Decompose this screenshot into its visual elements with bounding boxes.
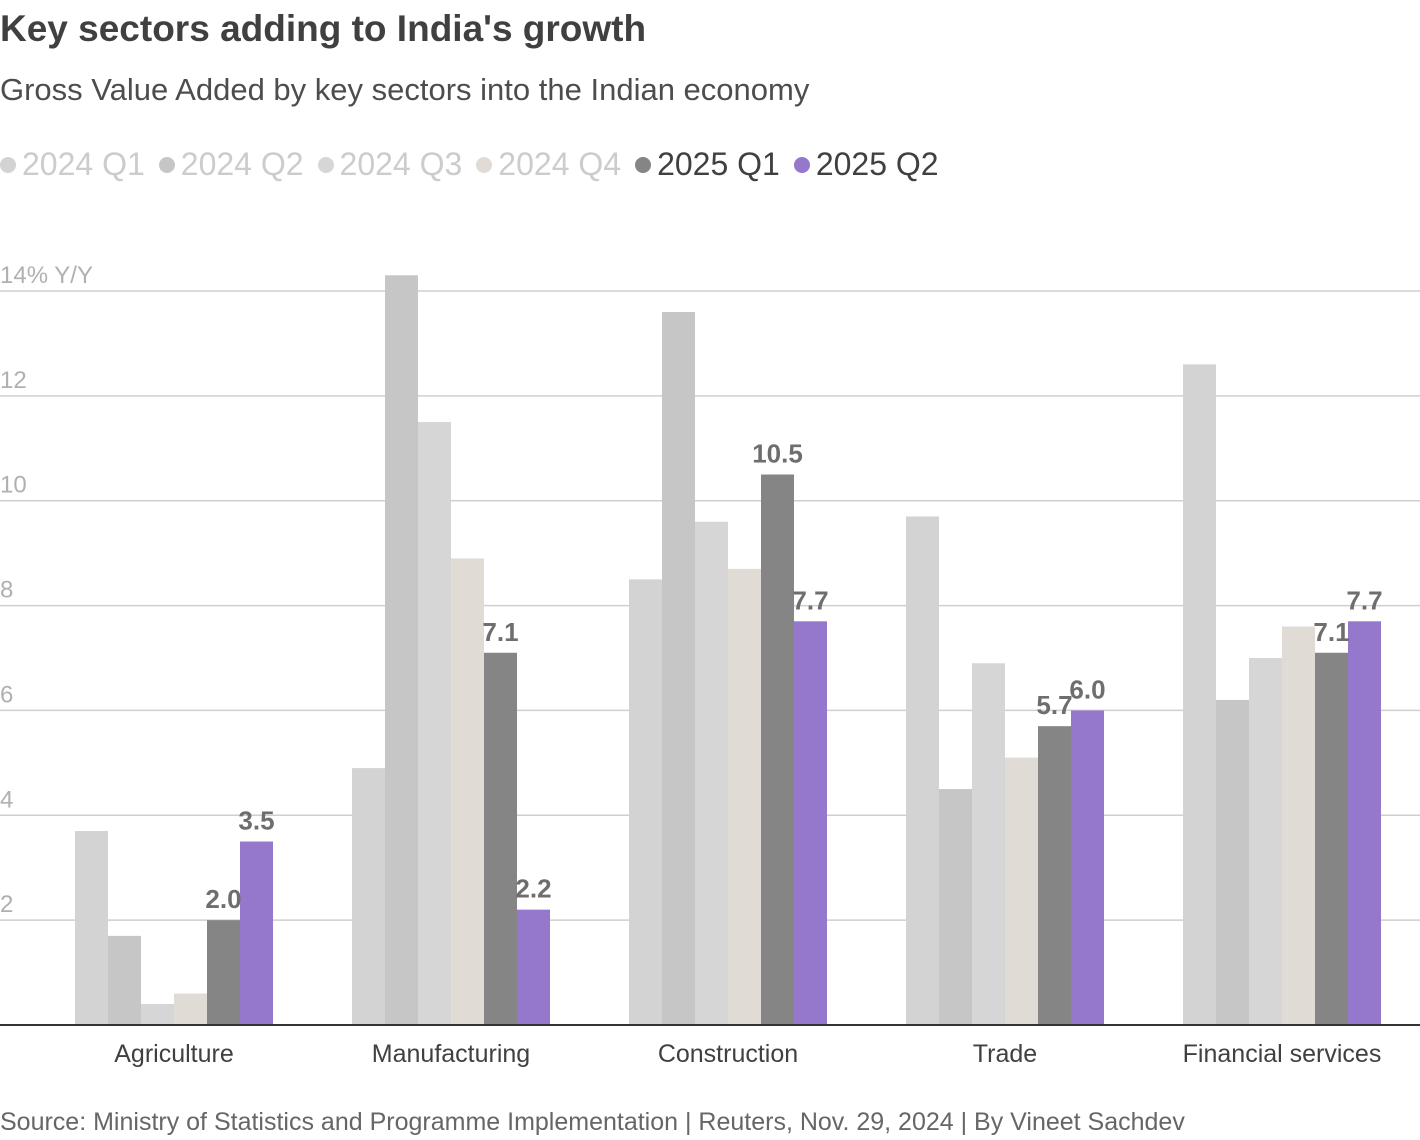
bar [240, 841, 273, 1025]
source-note: Source: Ministry of Statistics and Progr… [0, 1108, 1185, 1136]
bar [1348, 621, 1381, 1025]
bar [728, 568, 761, 1025]
y-tick-label: 6 [0, 681, 13, 708]
legend-swatch [0, 156, 16, 173]
bar [1216, 699, 1249, 1025]
legend-item: 2024 Q1 [0, 146, 145, 183]
legend-item: 2025 Q2 [793, 146, 939, 183]
data-label: 3.5 [238, 806, 274, 836]
data-label: 2.0 [205, 884, 241, 914]
data-label: 7.7 [792, 585, 828, 615]
data-label: 7.1 [482, 617, 518, 647]
bar [794, 621, 827, 1025]
legend-item: 2024 Q3 [317, 146, 463, 183]
legend-item: 2024 Q4 [476, 146, 621, 183]
bar [629, 579, 662, 1025]
y-tick-label: 14% Y/Y [0, 262, 93, 289]
y-tick-label: 10 [0, 472, 27, 499]
bar [207, 920, 240, 1025]
legend-swatch [793, 156, 810, 173]
x-tick-label: Manufacturing [372, 1040, 530, 1068]
bar [174, 993, 207, 1025]
bar [1315, 652, 1348, 1025]
legend-label: 2024 Q1 [22, 146, 145, 182]
bar [906, 516, 939, 1025]
legend-item: 2025 Q1 [635, 146, 780, 183]
bar [141, 1004, 174, 1025]
bar [695, 521, 728, 1025]
bar [1183, 364, 1216, 1025]
bar [484, 652, 517, 1025]
bar [517, 909, 550, 1025]
bar [1249, 658, 1282, 1025]
y-tick-label: 2 [0, 891, 13, 918]
data-label: 2.2 [515, 874, 551, 904]
bar [1282, 626, 1315, 1025]
bar [662, 311, 695, 1025]
x-tick-label: Trade [973, 1040, 1037, 1068]
legend-label: 2025 Q2 [815, 146, 939, 182]
bar [418, 422, 451, 1026]
bar [1005, 757, 1038, 1025]
legend: 2024 Q1 2024 Q2 2024 Q3 2024 Q4 2025 Q1 2025 … [0, 146, 953, 183]
data-label: 7.1 [1313, 617, 1349, 647]
bar [1071, 710, 1104, 1025]
legend-label: 2025 Q1 [657, 146, 780, 182]
x-tick-label: Financial services [1183, 1040, 1382, 1068]
data-label: 5.7 [1036, 690, 1072, 720]
y-tick-label: 4 [0, 786, 13, 813]
x-tick-label: Construction [658, 1040, 798, 1068]
x-tick-label: Agriculture [114, 1040, 234, 1068]
legend-item: 2024 Q2 [158, 146, 304, 183]
data-label: 10.5 [752, 439, 803, 469]
data-label: 7.7 [1346, 585, 1382, 615]
legend-label: 2024 Q3 [339, 146, 463, 182]
bar [385, 275, 418, 1025]
legend-swatch [158, 156, 175, 173]
data-label: 6.0 [1069, 674, 1105, 704]
legend-label: 2024 Q2 [180, 146, 304, 182]
bar-chart: 2 4 6 8 10 12 14% Y/Y 2.0 3.5 Agriculture 7.1 2.2 Ma… [0, 262, 1420, 1068]
legend-swatch [476, 156, 493, 173]
y-tick-label: 8 [0, 577, 13, 604]
legend-label: 2024 Q4 [498, 146, 622, 182]
bar [108, 935, 141, 1025]
y-tick-label: 12 [0, 367, 27, 394]
legend-swatch [317, 156, 334, 173]
bar [75, 831, 108, 1025]
legend-swatch [635, 156, 652, 173]
bar [939, 789, 972, 1025]
bar [1038, 726, 1071, 1025]
bar [972, 663, 1005, 1025]
bar [761, 474, 794, 1025]
bar [451, 558, 484, 1025]
chart-subtitle: Gross Value Added by key sectors into th… [0, 72, 810, 107]
bar [352, 768, 385, 1025]
chart-title: Key sectors adding to India's growth [0, 8, 647, 49]
